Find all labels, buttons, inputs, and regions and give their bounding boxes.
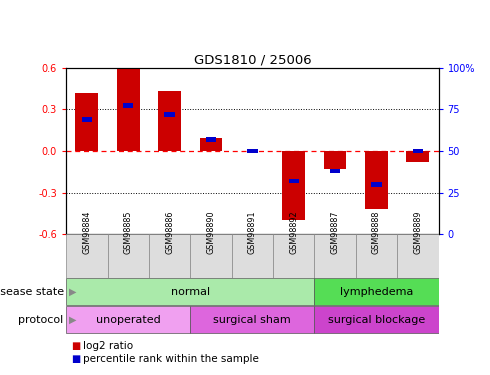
Text: unoperated: unoperated [96,315,161,325]
Bar [75,93,98,151]
Bar [315,278,439,305]
Bar [407,151,429,162]
Bar [356,234,397,278]
Bar [273,234,315,278]
Bar [190,306,315,333]
Title: GDS1810 / 25006: GDS1810 / 25006 [194,53,311,66]
Bar [190,234,232,278]
Bar [413,148,423,153]
Bar [165,112,175,117]
Text: GSM98891: GSM98891 [248,210,257,254]
Bar [66,234,107,278]
Bar [232,234,273,278]
Bar [158,91,181,151]
Text: GSM98890: GSM98890 [206,210,216,254]
Text: disease state: disease state [0,286,64,297]
Bar [247,148,258,153]
Text: surgical blockage: surgical blockage [328,315,425,325]
Text: lymphedema: lymphedema [340,286,413,297]
Text: ▶: ▶ [69,286,76,297]
Text: percentile rank within the sample: percentile rank within the sample [83,354,259,364]
Bar [206,137,216,142]
Text: GSM98889: GSM98889 [414,210,422,254]
Bar [330,168,340,173]
Text: GSM98888: GSM98888 [372,210,381,254]
Bar [107,234,149,278]
Bar [371,182,382,187]
Text: ▶: ▶ [69,315,76,325]
Text: GSM98885: GSM98885 [123,210,133,254]
Text: log2 ratio: log2 ratio [83,341,133,351]
Text: GSM98887: GSM98887 [331,210,340,254]
Text: ■: ■ [71,354,80,364]
Bar [82,117,92,122]
Bar [199,138,222,151]
Bar [315,234,356,278]
Text: normal: normal [171,286,210,297]
Bar [397,234,439,278]
Bar [365,151,388,209]
Bar [66,278,315,305]
Text: surgical sham: surgical sham [214,315,291,325]
Text: GSM98884: GSM98884 [82,210,91,254]
Bar [149,234,190,278]
Text: GSM98892: GSM98892 [289,210,298,254]
Bar [324,151,346,169]
Text: GSM98886: GSM98886 [165,210,174,254]
Bar [123,104,133,108]
Bar [315,306,439,333]
Text: protocol: protocol [19,315,64,325]
Bar [289,178,299,183]
Text: ■: ■ [71,341,80,351]
Bar [117,68,140,151]
Bar [66,306,190,333]
Bar [282,151,305,220]
